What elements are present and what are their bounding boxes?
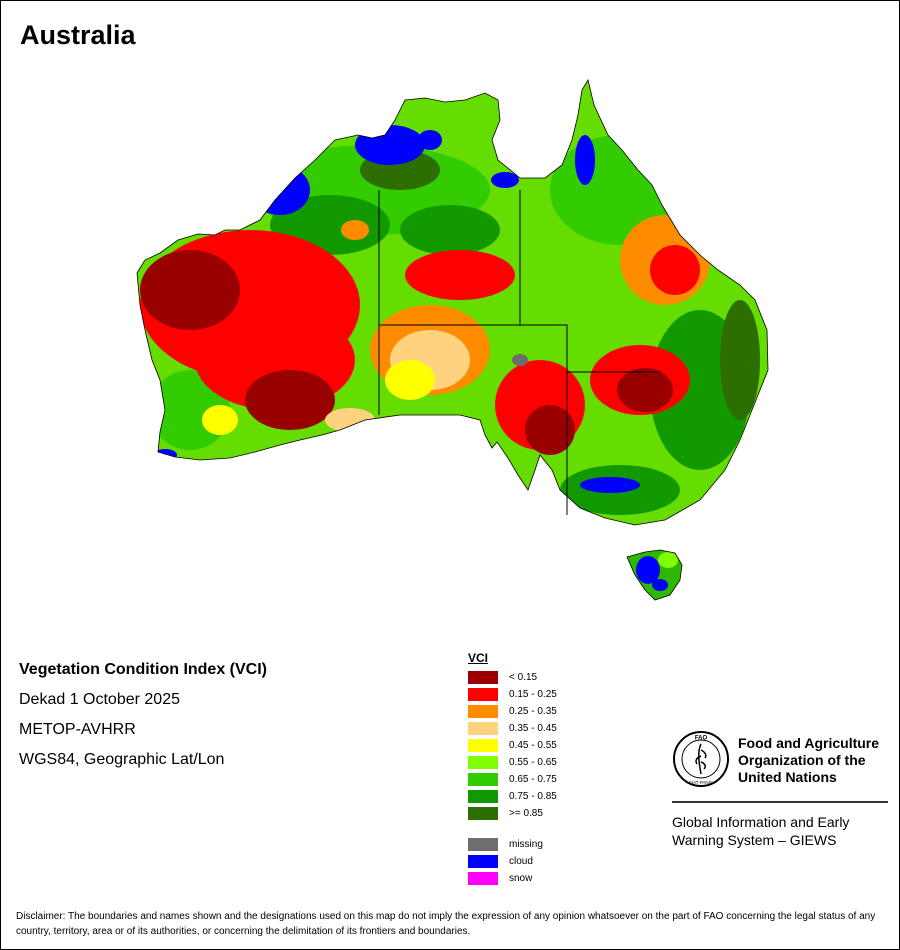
map-title: Australia bbox=[20, 20, 136, 50]
period-label: Dekad 1 October 2025 bbox=[19, 691, 180, 708]
legend-row: 0.25 - 0.35 bbox=[468, 703, 557, 720]
legend-swatch bbox=[468, 790, 498, 803]
tasmania bbox=[627, 550, 682, 600]
legend-label: cloud bbox=[509, 856, 533, 867]
vci-patch bbox=[355, 125, 425, 165]
legend-swatch bbox=[468, 722, 498, 735]
legend-row: < 0.15 bbox=[468, 669, 557, 686]
vci-patch bbox=[491, 172, 519, 188]
legend-label: 0.15 - 0.25 bbox=[509, 689, 557, 700]
legend-title: VCI bbox=[468, 651, 489, 665]
legend-label: >= 0.85 bbox=[509, 808, 543, 819]
legend-label: 0.65 - 0.75 bbox=[509, 774, 557, 785]
vci-patch bbox=[525, 405, 575, 455]
fao-divider bbox=[672, 801, 888, 803]
legend-row: 0.65 - 0.75 bbox=[468, 771, 557, 788]
vci-patch bbox=[720, 300, 760, 420]
sensor-label: METOP-AVHRR bbox=[19, 721, 136, 738]
fao-logo-icon: FAO FIAT PANIS bbox=[673, 731, 729, 787]
legend-label: 0.25 - 0.35 bbox=[509, 706, 557, 717]
vci-patch bbox=[153, 449, 177, 461]
vci-patch bbox=[512, 354, 528, 366]
fao-logo-top-text: FAO bbox=[695, 736, 708, 742]
vci-patch bbox=[341, 220, 369, 240]
legend-label: 0.35 - 0.45 bbox=[509, 723, 557, 734]
legend-row: 0.15 - 0.25 bbox=[468, 686, 557, 703]
legend-swatch bbox=[468, 855, 498, 868]
fao-logo-bottom-text: FIAT PANIS bbox=[689, 780, 713, 785]
legend-row: >= 0.85 bbox=[468, 805, 557, 822]
vci-patch bbox=[418, 130, 442, 150]
vci-patch bbox=[400, 205, 500, 255]
legend-row: 0.75 - 0.85 bbox=[468, 788, 557, 805]
legend-swatch bbox=[468, 756, 498, 769]
vci-patch bbox=[580, 477, 640, 493]
vci-patch bbox=[575, 135, 595, 185]
vci-patch bbox=[617, 368, 673, 412]
mainland bbox=[137, 80, 768, 525]
vci-patch bbox=[405, 250, 515, 300]
legend-label: snow bbox=[509, 873, 533, 884]
giews-label: Global Information and Early Warning Sys… bbox=[672, 814, 850, 848]
vci-patch bbox=[140, 250, 240, 330]
legend-label: missing bbox=[509, 839, 543, 850]
vci-patch bbox=[636, 556, 660, 584]
legend-swatch bbox=[468, 872, 498, 885]
index-name: Vegetation Condition Index (VCI) bbox=[19, 661, 267, 678]
legend-label: 0.55 - 0.65 bbox=[509, 757, 557, 768]
vci-patch bbox=[385, 360, 435, 400]
vci-map bbox=[136, 79, 769, 601]
legend-swatch bbox=[468, 671, 498, 684]
legend-swatch bbox=[468, 773, 498, 786]
fao-name: Food and Agriculture Organization of the… bbox=[738, 735, 880, 785]
state-boundaries bbox=[378, 190, 660, 515]
legend-row: 0.35 - 0.45 bbox=[468, 720, 557, 737]
vci-patch bbox=[658, 552, 678, 568]
legend-swatch bbox=[468, 688, 498, 701]
map-info: Vegetation Condition Index (VCI) Dekad 1… bbox=[19, 655, 267, 775]
vci-patch bbox=[245, 370, 335, 430]
legend-row: cloud bbox=[468, 853, 557, 870]
legend-swatch bbox=[468, 705, 498, 718]
legend-label: < 0.15 bbox=[509, 672, 538, 683]
legend-row: 0.55 - 0.65 bbox=[468, 754, 557, 771]
legend-label: 0.75 - 0.85 bbox=[509, 791, 557, 802]
projection-label: WGS84, Geographic Lat/Lon bbox=[19, 751, 225, 768]
vci-patch bbox=[650, 245, 700, 295]
legend-label: 0.45 - 0.55 bbox=[509, 740, 557, 751]
legend-swatch bbox=[468, 807, 498, 820]
legend-swatch bbox=[468, 838, 498, 851]
vci-patch bbox=[202, 405, 238, 435]
legend-row: 0.45 - 0.55 bbox=[468, 737, 557, 754]
vci-patch bbox=[652, 579, 668, 591]
vci-legend: VCI < 0.15 0.15 - 0.25 0.25 - 0.35 0.35 - 0… bbox=[468, 651, 557, 887]
legend-row: snow bbox=[468, 870, 557, 887]
legend-swatch bbox=[468, 739, 498, 752]
legend-row: missing bbox=[468, 836, 557, 853]
disclaimer: Disclaimer: The boundaries and names sho… bbox=[16, 911, 876, 937]
